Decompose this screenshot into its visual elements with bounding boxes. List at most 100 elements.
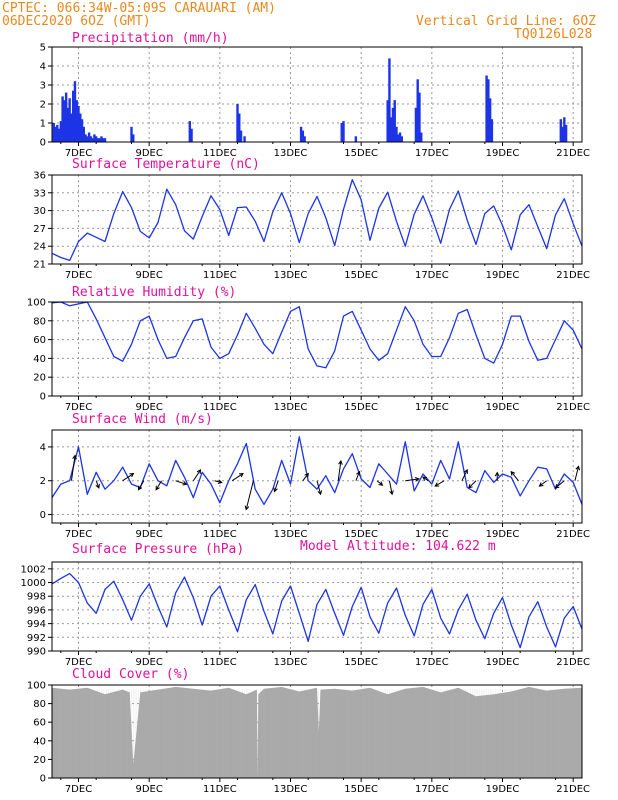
precip-bar [84, 134, 87, 142]
precip-bar [103, 138, 107, 142]
rh-line [51, 301, 583, 369]
wind-xtick-label: 19DEC [486, 529, 520, 540]
wind-panel: Surface Wind (m/s) 7DEC 9DEC 11DEC 13DEC 15DE… [40, 412, 590, 540]
wind-vector [355, 471, 360, 481]
precip-panel: Precipitation (mm/h)7DEC 9DEC 11DEC 13DEC 15… [40, 31, 590, 159]
wind-xtick-label: 11DEC [203, 529, 237, 540]
rh-ytick-label: 20 [33, 373, 46, 384]
precip-bar [563, 117, 566, 142]
cloud-xtick-label: 15DEC [344, 784, 378, 795]
wind-vector-head [554, 484, 560, 489]
precip-bar [299, 126, 303, 142]
precip-bar [564, 124, 568, 142]
precip-bar [236, 104, 239, 142]
temp-ytick-label: 27 [33, 224, 46, 235]
pres-ytick-label: 994 [27, 619, 46, 630]
precip-bar [414, 107, 418, 142]
wind-vector [70, 455, 76, 481]
wind-vector [138, 480, 145, 490]
precip-bar [100, 136, 103, 142]
cloud-xtick-label: 7DEC [65, 784, 92, 795]
precip-bar [91, 138, 94, 142]
precip-bar [395, 126, 398, 142]
precip-bar [488, 98, 492, 142]
pres-xtick-label: 15DEC [344, 657, 378, 668]
pres-title: Surface Pressure (hPa) [72, 542, 244, 557]
wind-vector-head [317, 490, 323, 496]
cloud-ytick-label: 80 [33, 699, 46, 710]
wind-vector [388, 480, 393, 495]
precip-bar [342, 121, 345, 142]
precip-ytick-label: 3 [40, 81, 46, 92]
precip-bar [86, 136, 89, 142]
precip-bar [238, 113, 241, 142]
precip-bar [340, 123, 343, 142]
rh-ytick-label: 0 [40, 392, 46, 403]
rh-ytick-label: 80 [33, 316, 46, 327]
rh-xtick-label: 19DEC [486, 402, 520, 413]
temp-ytick-label: 33 [33, 188, 46, 199]
cloud-ytick-label: 20 [33, 755, 46, 766]
precip-bar [75, 100, 78, 142]
wind-ytick-label: 2 [40, 476, 46, 487]
pres-xtick-label: 17DEC [415, 657, 449, 668]
precip-bar [57, 128, 61, 142]
temp-xtick-label: 15DEC [344, 270, 378, 281]
wind-xtick-label: 17DEC [415, 529, 449, 540]
precip-bar [303, 136, 306, 142]
temp-ytick-label: 21 [33, 260, 46, 271]
wind-vector-head [196, 469, 202, 474]
temp-frame [51, 174, 583, 265]
precip-xtick-label: 9DEC [135, 148, 162, 159]
precip-frame [51, 46, 583, 143]
wind-vector-head [338, 459, 343, 465]
wind-vector-head [244, 505, 250, 511]
wind-vector-head [538, 482, 544, 487]
cloud-ytick-label: 40 [33, 736, 46, 747]
pres-ytick-label: 998 [27, 592, 46, 603]
wind-vector [574, 466, 580, 481]
temp-xtick-label: 19DEC [486, 270, 520, 281]
precip-bar [418, 92, 421, 142]
precip-bar [561, 126, 564, 142]
precip-bar [66, 107, 70, 142]
temp-ytick-label: 30 [33, 206, 46, 217]
precip-bar [388, 58, 391, 142]
rh-ytick-label: 60 [33, 335, 46, 346]
pres-xtick-label: 19DEC [486, 657, 520, 668]
model-altitude-label: Model Altitude: 104.622 m [300, 539, 496, 554]
pres-ytick-label: 990 [27, 647, 46, 658]
temp-xtick-label: 11DEC [203, 270, 237, 281]
wind-title: Surface Wind (m/s) [72, 412, 213, 427]
precip-bar [72, 90, 75, 142]
precip-ytick-label: 5 [40, 43, 46, 54]
cloud-panel: Cloud Cover (%) 7DEC 9DEC 11DEC 13DEC 15DEC 17… [27, 667, 590, 795]
wind-vector [175, 480, 187, 485]
wind-xtick-label: 13DEC [274, 529, 308, 540]
wind-vector [468, 480, 477, 489]
wind-vector [405, 478, 419, 482]
temp-title: Surface Temperature (nC) [72, 157, 260, 172]
pres-line [51, 572, 583, 649]
precip-bar [87, 132, 91, 142]
precip-bar [490, 119, 494, 142]
wind-vector [214, 480, 222, 484]
wind-vector-head [72, 454, 77, 460]
wind-vector [555, 480, 565, 489]
rh-xtick-label: 17DEC [415, 402, 449, 413]
wind-vector-head [356, 470, 361, 476]
precip-bar [239, 130, 243, 142]
rh-xtick-label: 7DEC [65, 402, 92, 413]
rh-xtick-label: 21DEC [556, 402, 590, 413]
precip-bar [420, 132, 423, 142]
wind-vector-head [217, 479, 223, 485]
rh-ytick-label: 100 [27, 298, 46, 309]
wind-vector-head [389, 490, 394, 496]
temp-xtick-label: 9DEC [135, 270, 162, 281]
pres-panel: Surface Pressure (hPa) 7DEC 9DEC 11DEC 13DEC… [21, 542, 590, 668]
temp-xtick-label: 17DEC [415, 270, 449, 281]
wind-xtick-label: 9DEC [135, 529, 162, 540]
wind-vector [122, 473, 134, 482]
header-model-code: TQ0126L028 [514, 27, 592, 42]
